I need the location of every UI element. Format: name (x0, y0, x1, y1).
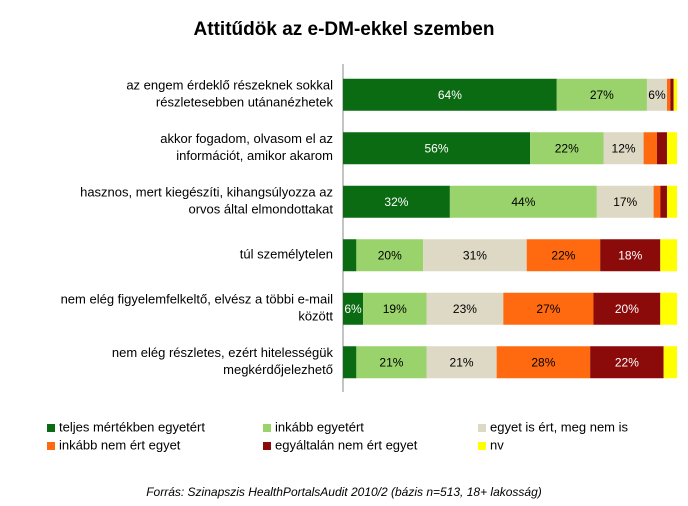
bar-segment (496, 346, 591, 379)
data-label: 64% (438, 88, 462, 102)
data-label: 6% (344, 302, 362, 316)
legend-swatch (263, 442, 271, 450)
data-label: 31% (463, 248, 487, 262)
data-label: 32% (384, 195, 408, 209)
bar-segment (356, 239, 424, 272)
legend-label: egyet is ért, meg nem is (490, 419, 628, 434)
category-label: információt, amikor akarom (176, 148, 333, 163)
bar-segment (666, 132, 677, 165)
bar-segment (343, 292, 364, 325)
bar-segment (653, 185, 661, 218)
bar-segment (423, 239, 527, 272)
category-label: megkérdőjelezhető (223, 362, 333, 377)
legend-label: nv (490, 437, 504, 452)
bar-segment (670, 78, 674, 111)
bar-segment (660, 292, 677, 325)
bar-segment (530, 132, 604, 165)
bar-segment (343, 132, 531, 165)
source: Forrás: Szinapszis HealthPortalsAudit 20… (146, 485, 542, 499)
bar-segment (646, 78, 667, 111)
bar-segment (660, 239, 677, 272)
legend-swatch (263, 424, 271, 432)
bar-segment (673, 78, 677, 111)
bar-segment (363, 292, 427, 325)
data-label: 27% (536, 302, 560, 316)
bar-segment (666, 78, 671, 111)
legend-swatch (478, 424, 486, 432)
data-label: 44% (511, 195, 535, 209)
bar-segment (343, 78, 557, 111)
bar-segment (656, 132, 667, 165)
legend-swatch (478, 442, 486, 450)
bar-segment (343, 239, 357, 272)
data-label: 28% (531, 355, 555, 369)
data-label: 22% (551, 248, 575, 262)
data-label: 23% (453, 302, 477, 316)
legend-label: inkább egyetért (275, 419, 364, 434)
data-label: 19% (383, 302, 407, 316)
data-label: 22% (615, 355, 639, 369)
legend-swatch (47, 442, 55, 450)
chart-title: Attitűdök az e-DM-ekkel szemben (194, 19, 495, 40)
category-label: részletesebben utánanézhetek (156, 95, 334, 110)
data-label: 20% (615, 302, 639, 316)
bar-segment (503, 292, 594, 325)
category-label: akkor fogadom, olvasom el az (160, 131, 333, 146)
category-label: túl személytelen (240, 247, 333, 262)
data-label: 27% (590, 88, 614, 102)
bar-segment (643, 132, 657, 165)
data-label: 22% (555, 141, 579, 155)
bar-segment (449, 185, 597, 218)
bar-segment (426, 292, 504, 325)
bar-segment (596, 185, 654, 218)
legend-label: inkább nem ért egyet (59, 437, 181, 452)
category-label: az engem érdeklő részeknek sokkal (126, 78, 333, 93)
data-label: 21% (450, 355, 474, 369)
data-label: 56% (425, 141, 449, 155)
bar-segment (663, 346, 677, 379)
category-label: nem elég részletes, ezért hitelességük (112, 345, 334, 360)
bar-segment (556, 78, 647, 111)
legend-label: egyáltalán nem ért egyet (275, 437, 418, 452)
category-label: között (298, 309, 333, 324)
category-label: orvos által elmondottakat (188, 202, 333, 217)
bar-segment (356, 346, 427, 379)
category-label: nem elég figyelemfelkeltő, elvész a több… (61, 292, 334, 307)
data-label: 18% (618, 248, 642, 262)
bar-segment (343, 346, 357, 379)
category-label: hasznos, mert kiegészíti, kihangsúlyozza… (80, 185, 333, 200)
bar-segment (426, 346, 497, 379)
bar-segment (666, 185, 677, 218)
bar-segment (590, 346, 664, 379)
data-label: 12% (612, 141, 636, 155)
bar-segment (600, 239, 661, 272)
data-label: 6% (648, 88, 666, 102)
data-label: 17% (613, 195, 637, 209)
bar-segment (603, 132, 644, 165)
legend-swatch (47, 424, 55, 432)
legend-label: teljes mértékben egyetért (59, 419, 205, 434)
bar-segment (526, 239, 601, 272)
bar-segment (593, 292, 661, 325)
data-label: 21% (379, 355, 403, 369)
data-label: 20% (378, 248, 402, 262)
bar-segment (343, 185, 450, 218)
bar-segment (660, 185, 667, 218)
